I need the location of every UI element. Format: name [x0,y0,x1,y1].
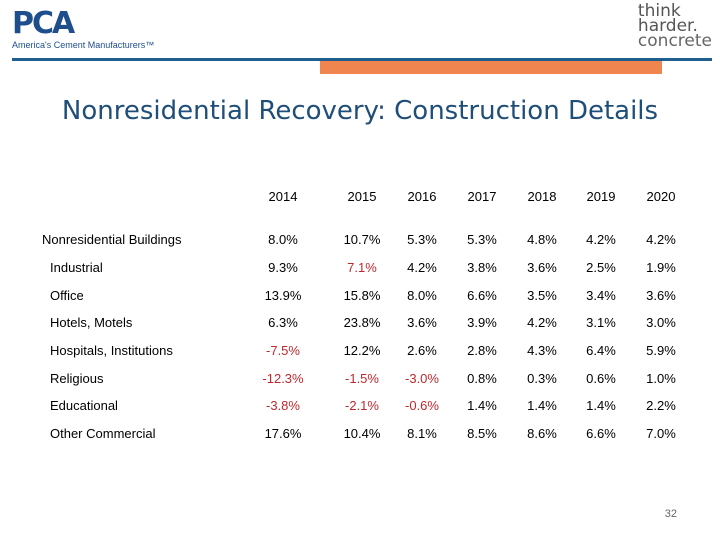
table-cell: 3.0% [646,315,676,330]
table-cell: -12.3% [262,371,304,386]
table-cell: 8.0% [407,288,437,303]
table-cell: 6.4% [586,343,616,358]
table-cell: -3.8% [266,398,300,413]
accent-bar [320,61,662,74]
table-cell: 3.6% [527,260,557,275]
page-number: 32 [664,508,677,520]
table-cell: 15.8% [343,288,381,303]
row-label: Nonresidential Buildings [42,232,182,247]
table-cell: 5.9% [646,343,676,358]
table-cell: 2.8% [467,343,497,358]
table-cell: 2.2% [646,398,676,413]
table-cell: 0.6% [586,371,616,386]
column-header: 2017 [467,189,497,204]
table-cell: 3.6% [407,315,437,330]
pca-logo: PCA [12,6,75,41]
table-cell: 5.3% [467,232,497,247]
table-cell: 6.3% [268,315,298,330]
table-cell: 8.6% [527,426,557,441]
table-cell: 10.4% [343,426,381,441]
header-divider [12,58,712,61]
table-cell: 2.6% [407,343,437,358]
table-cell: 0.3% [527,371,557,386]
table-cell: 4.8% [527,232,557,247]
table-cell: 13.9% [264,288,302,303]
column-header: 2019 [586,189,616,204]
table-cell: -1.5% [345,371,379,386]
table-cell: 7.1% [347,260,377,275]
logo-line: harder. [637,16,698,36]
column-header: 2016 [407,189,437,204]
think-harder-concrete-logo: think harder. concrete [637,1,712,51]
row-label: Industrial [50,260,103,275]
table-cell: 3.5% [527,288,557,303]
table-cell: 1.4% [467,398,497,413]
table-cell: 23.8% [343,315,381,330]
logo-line: think [637,1,681,21]
table-cell: 0.8% [467,371,497,386]
logo-line: concrete [637,31,712,51]
table-cell: 3.9% [467,315,497,330]
column-header: 2018 [527,189,557,204]
table-cell: 3.1% [586,315,616,330]
column-header: 2015 [347,189,377,204]
table-cell: 8.0% [268,232,298,247]
table-cell: 4.2% [527,315,557,330]
table-cell: 1.9% [646,260,676,275]
table-cell: -0.6% [405,398,439,413]
table-cell: 17.6% [264,426,302,441]
table-cell: 12.2% [343,343,381,358]
table-cell: 1.0% [646,371,676,386]
row-label: Religious [50,371,104,386]
row-label: Educational [50,398,118,413]
table-cell: 4.3% [527,343,557,358]
table-cell: 4.2% [407,260,437,275]
table-cell: -3.0% [405,371,439,386]
table-cell: 3.4% [586,288,616,303]
row-label: Hotels, Motels [50,315,133,330]
row-label: Hospitals, Institutions [50,343,173,358]
table-cell: 3.6% [646,288,676,303]
table-cell: 4.2% [646,232,676,247]
table-cell: 1.4% [527,398,557,413]
table-cell: 6.6% [467,288,497,303]
table-cell: 10.7% [343,232,381,247]
table-cell: 5.3% [407,232,437,247]
row-label: Office [50,288,84,303]
table-cell: -7.5% [266,343,300,358]
table-cell: 2.5% [586,260,616,275]
table-cell: -2.1% [345,398,379,413]
pca-tagline: America's Cement Manufacturers™ [12,40,155,50]
row-label: Other Commercial [50,426,156,441]
table-cell: 1.4% [586,398,616,413]
column-header: 2014 [268,189,298,204]
table-cell: 8.5% [467,426,497,441]
table-cell: 8.1% [407,426,437,441]
table-cell: 6.6% [586,426,616,441]
table-cell: 7.0% [646,426,676,441]
table-cell: 4.2% [586,232,616,247]
table-cell: 3.8% [467,260,497,275]
column-header: 2020 [646,189,676,204]
table-cell: 9.3% [268,260,298,275]
page-title: Nonresidential Recovery: Construction De… [61,96,659,126]
